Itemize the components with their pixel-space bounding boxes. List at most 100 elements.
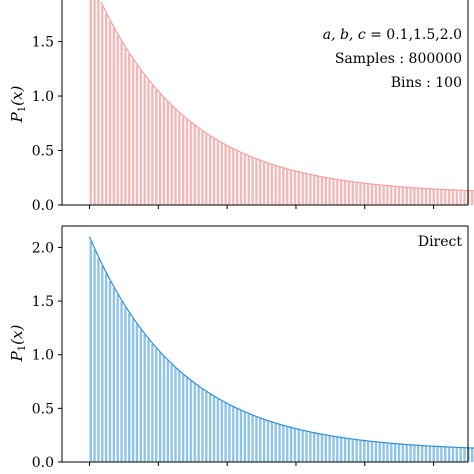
top-bar: [212, 138, 216, 205]
top-bar: [436, 189, 439, 205]
top-bar: [259, 160, 262, 205]
top-annotation-bins: Bins : 100: [391, 75, 462, 91]
top-bar: [343, 180, 347, 205]
top-bar: [220, 142, 223, 205]
bottom-bar: [93, 249, 96, 462]
bottom-bar: [320, 434, 324, 462]
bottom-bar: [266, 420, 270, 462]
bottom-bar: [255, 416, 258, 462]
top-bar: [193, 125, 196, 205]
bottom-bar: [428, 446, 432, 462]
bottom-bar: [316, 433, 320, 462]
bottom-bar: [116, 294, 119, 462]
top-bar: [401, 187, 405, 205]
top-bar: [166, 101, 169, 205]
bottom-bar: [370, 441, 374, 462]
top-bar: [363, 183, 366, 205]
top-panel: 0.0 0.5 1.0 1.5 P1(x) a, b, c = 0.1,1.5,2.0…: [8, 0, 474, 214]
bottom-bar: [220, 400, 223, 462]
bottom-bar: [393, 443, 397, 462]
bottom-bar: [243, 412, 247, 462]
bottom-bar: [374, 441, 378, 462]
top-bar: [397, 186, 401, 205]
top-bar: [366, 183, 370, 205]
bottom-ytick-label: 0.5: [32, 401, 54, 417]
top-bar: [451, 189, 455, 205]
bottom-bar: [278, 424, 281, 462]
top-bar: [420, 188, 424, 205]
bottom-ytick-label: 1.5: [32, 294, 54, 310]
top-bar: [135, 65, 139, 206]
top-bar: [185, 119, 189, 205]
bottom-bar: [178, 371, 181, 462]
top-bar: [316, 176, 320, 205]
bottom-bar: [432, 446, 435, 462]
bottom-panel: 0.0 0.5 1.0 1.5 2.0 P1(x) Direct: [8, 225, 474, 471]
top-bar: [131, 59, 135, 206]
bottom-bar: [131, 318, 135, 462]
top-bar: [340, 180, 343, 205]
top-bar: [266, 163, 270, 205]
bottom-bar: [101, 266, 104, 462]
top-bar: [336, 179, 339, 205]
top-bar: [374, 184, 378, 205]
top-bar: [228, 147, 231, 205]
top-bar: [224, 145, 227, 205]
top-bar: [413, 187, 416, 205]
top-axes: 0.0 0.5 1.0 1.5: [32, 0, 469, 214]
bottom-bar: [332, 436, 335, 462]
top-bar: [170, 105, 173, 205]
bottom-bar: [401, 444, 405, 462]
top-bar: [355, 182, 358, 205]
bottom-bar: [286, 426, 289, 462]
bottom-bar: [147, 339, 150, 462]
bottom-bar: [162, 356, 166, 462]
bottom-bar: [424, 445, 428, 462]
top-bar: [286, 169, 289, 205]
top-bar: [201, 130, 204, 205]
top-bar: [112, 28, 116, 205]
top-bar: [205, 133, 208, 205]
bottom-bar: [139, 329, 143, 462]
top-bar: [386, 185, 389, 205]
bottom-bar: [158, 352, 162, 462]
bottom-bar: [397, 443, 401, 462]
top-bar: [128, 53, 131, 205]
bottom-bar: [444, 446, 447, 462]
bottom-bar: [471, 447, 474, 462]
top-bar: [309, 174, 312, 205]
bottom-bar: [155, 348, 158, 462]
bottom-bar: [274, 423, 277, 462]
bottom-bar: [336, 436, 339, 462]
bottom-bar: [363, 440, 366, 462]
top-bar: [463, 190, 466, 205]
top-bar: [251, 157, 254, 205]
bottom-bar: [259, 418, 262, 462]
bottom-bar: [143, 334, 146, 462]
top-bar: [390, 186, 393, 205]
top-bar: [116, 35, 119, 206]
top-bar: [471, 190, 474, 205]
bottom-bar: [293, 428, 297, 462]
top-bar: [424, 188, 428, 205]
top-bar: [282, 167, 285, 205]
top-bar: [382, 185, 385, 205]
top-bar: [101, 6, 104, 205]
top-bar: [305, 173, 308, 205]
bottom-bar: [151, 343, 154, 462]
bottom-bar: [208, 394, 212, 462]
bottom-bar: [313, 432, 316, 462]
top-bar: [289, 170, 293, 205]
bottom-bar: [89, 241, 92, 462]
bottom-bar: [201, 389, 204, 462]
top-bar: [108, 21, 112, 206]
bottom-bar: [440, 446, 443, 462]
bottom-ylabel: P1(x): [8, 325, 28, 363]
top-bar: [447, 189, 451, 205]
bottom-bar: [174, 367, 177, 462]
bottom-fit-curve: [88, 236, 474, 449]
bottom-annotation-method: Direct: [418, 234, 463, 250]
top-bar: [232, 149, 235, 205]
top-bar: [293, 171, 297, 205]
bottom-ytick-label: 1.0: [32, 348, 54, 364]
